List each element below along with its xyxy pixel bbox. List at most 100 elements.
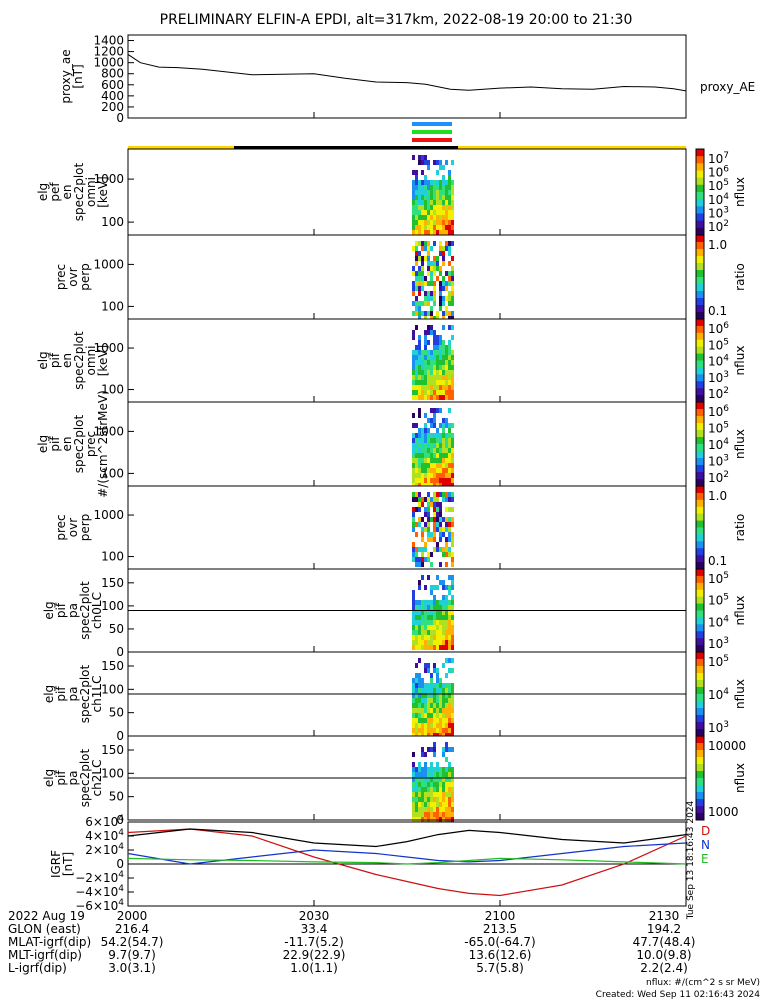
spectrogram-cell [451,185,454,190]
spectrogram-cell [433,532,436,537]
spectrogram-cell [436,713,439,718]
spectrogram-cell [427,688,430,693]
spectrogram-cell [418,215,421,220]
colorbar-segment [696,235,704,239]
spectrogram-cell [412,448,415,453]
spectrogram-cell [430,365,433,370]
spectrogram-cell [451,615,454,620]
spectrogram-cell [448,360,451,365]
spectrogram-cell [439,703,442,708]
spectrogram-cell [442,180,445,185]
colorbar-segment [696,541,704,546]
spectrogram-cell [418,698,421,703]
spectrogram-cell [433,190,436,195]
spectrogram-cell [424,688,427,693]
spectrogram-cell [445,418,448,423]
spectrogram-cell [439,507,442,512]
spectrogram-cell [433,807,436,812]
spectrogram-cell [436,610,439,615]
spectrogram-cell [424,807,427,812]
spectrogram-cell [415,380,418,385]
spectrogram-cell [430,762,433,767]
colorbar-tick-label: 0.1 [708,304,727,318]
spectrogram-cell [421,693,424,698]
spectrogram-cell [412,190,415,195]
spectrogram-cell [436,185,439,190]
spectrogram-cell [421,155,424,160]
spectrogram-cell [451,620,454,625]
colorbar-segment [696,711,704,716]
colorbar-tick-label: 103 [708,454,729,469]
spectrogram-cell [445,605,448,610]
spectrogram-cell [436,787,439,792]
spectrogram-cell [412,365,415,370]
spectrogram-cell [412,478,415,483]
spectrogram-cell [418,413,421,418]
spectrogram-cell [421,256,424,261]
spectrogram-cell [439,195,442,200]
spectrogram-cell [442,286,445,291]
colorbar-segment [696,732,704,737]
spectrogram-cell [436,225,439,230]
spectrogram-cell [436,600,439,605]
spectrogram-cell [427,512,430,517]
spectrogram-cell [418,767,421,772]
spectrogram-cell [451,635,454,640]
spectrogram-cell [439,728,442,733]
spectrogram-cell [448,443,451,448]
spectrogram-cell [424,762,427,767]
spectrogram-cell [418,453,421,458]
spectrogram-cell [424,600,427,605]
colorbar-segment [696,447,704,452]
spectrogram-cell [445,448,448,453]
igrf-line-d [127,828,687,897]
spectrogram-cell [430,517,433,522]
spectrogram-cell [442,812,445,817]
spectrogram-cell [424,458,427,463]
spectrogram-cell [442,453,445,458]
spectrogram-cell [424,246,427,251]
spectrogram-cell [433,345,436,350]
spectrogram-cell [430,797,433,802]
spectrogram-cell [433,200,436,205]
spectrogram-cell [448,408,451,413]
spectrogram-cell [412,645,415,650]
panel-background [128,402,686,486]
spectrogram-cell [433,527,436,532]
igrf-line-n [127,842,687,865]
spectrogram-cell [424,522,427,527]
spectrogram-cell [436,360,439,365]
spectrogram-cell [412,547,415,552]
spectrogram-cell [442,605,445,610]
colorbar-segment [696,423,704,427]
spectrogram-cell [424,772,427,777]
spectrogram-cell [451,375,454,380]
spectrogram-cell [418,473,421,478]
spectrogram-cell [421,630,424,635]
spectrogram-cell [424,698,427,703]
spectrogram-cell [433,365,436,370]
spectrogram-cell [427,301,430,306]
spectrogram-cell [421,266,424,271]
xaxis-cell: -11.7(5.2) [284,935,344,949]
spectrogram-cell [451,713,454,718]
spectrogram-cell [424,468,427,473]
spectrogram-cell [436,585,439,590]
spectrogram-cell [433,585,436,590]
spectrogram-cell [424,802,427,807]
colorbar-segment [696,370,704,375]
spectrogram-cell [439,370,442,375]
colorbar-segment [696,367,704,372]
spectrogram-cell [451,562,454,567]
colorbar-segment [696,648,704,653]
spectrogram-cell [421,433,424,438]
marker-red [412,138,452,142]
spectrogram-cell [415,600,418,605]
spectrogram-cell [433,453,436,458]
spectrogram-cell [439,365,442,370]
spectrogram-cell [442,703,445,708]
colorbar-segment [696,676,704,681]
spectrogram-cell [415,562,418,567]
spectrogram-cell [430,635,433,640]
spectrogram-cell [412,683,415,688]
